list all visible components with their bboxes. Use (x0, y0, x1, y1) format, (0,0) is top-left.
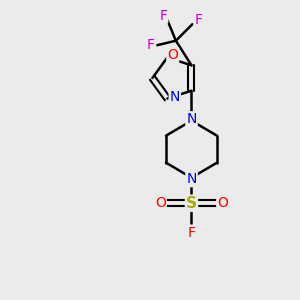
Text: S: S (186, 196, 197, 211)
Text: F: F (194, 13, 202, 27)
Text: F: F (188, 226, 196, 240)
Text: O: O (155, 196, 166, 210)
Text: N: N (186, 172, 197, 186)
Text: N: N (169, 90, 180, 104)
Text: F: F (147, 38, 155, 52)
Text: F: F (159, 8, 167, 22)
Text: O: O (167, 48, 178, 62)
Text: N: N (186, 112, 197, 126)
Text: O: O (217, 196, 228, 210)
